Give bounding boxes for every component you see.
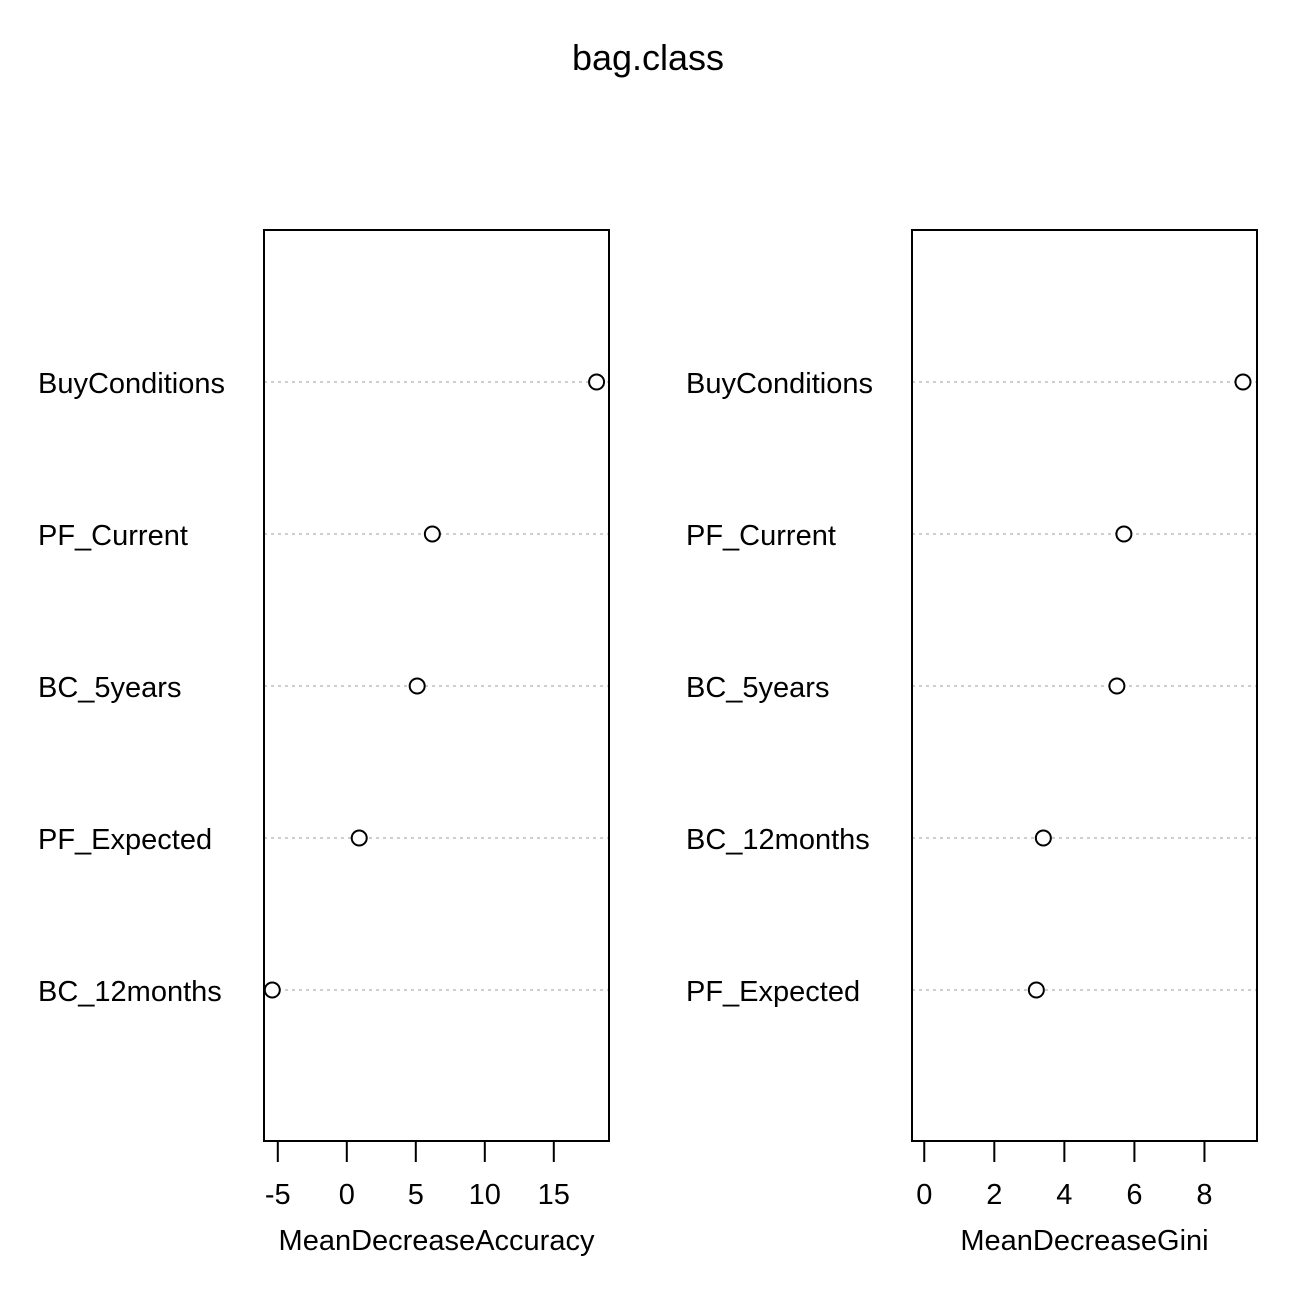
panel1-category-label: PF_Current [686,520,836,552]
panel0-x-tick-label: -5 [265,1179,291,1211]
panel0-x-tick-label: 5 [408,1179,424,1211]
panel0-category-label: PF_Current [38,520,188,552]
panel0-data-point [588,373,606,391]
panel0-category-label: BC_5years [38,672,181,704]
panel1-data-point [1108,677,1126,695]
panel1-category-label: PF_Expected [686,976,860,1008]
panel1-x-tick-label: 0 [916,1179,932,1211]
panel0-x-tick-label: 10 [469,1179,501,1211]
panel0-category-label: PF_Expected [38,824,212,856]
panel0-data-point [263,981,281,999]
panel1-data-point [1027,981,1045,999]
panel1-x-tick-label: 6 [1126,1179,1142,1211]
panel1-x-tick-label: 2 [986,1179,1002,1211]
panel1-x-tick-label: 4 [1056,1179,1072,1211]
panel0-data-point [408,677,426,695]
panel0-data-point [350,829,368,847]
panel1-category-label: BC_5years [686,672,829,704]
panel1-x-tick-label: 8 [1196,1179,1212,1211]
panel1-data-point [1234,373,1252,391]
panel-mean-decrease-accuracy: BuyConditions PF_Current BC_5years PF_Expec… [38,229,610,1257]
panel0-data-point [423,525,441,543]
panel1-category-label: BuyConditions [686,368,873,400]
panel0-x-tick-label: 0 [339,1179,355,1211]
panel1-x-axis-label: MeanDecreaseGini [960,1225,1208,1257]
panel0-category-label: BuyConditions [38,368,225,400]
panel1-data-point [1034,829,1052,847]
panel0-x-tick-label: 15 [538,1179,570,1211]
panel1-data-point [1115,525,1133,543]
panel0-x-axis-label: MeanDecreaseAccuracy [279,1225,595,1257]
panel-mean-decrease-gini: BuyConditions PF_Current BC_5years BC_12mon… [686,229,1258,1257]
panel0-category-label: BC_12months [38,976,222,1008]
chart-title: bag.class [572,37,724,78]
panel1-category-label: BC_12months [686,824,870,856]
